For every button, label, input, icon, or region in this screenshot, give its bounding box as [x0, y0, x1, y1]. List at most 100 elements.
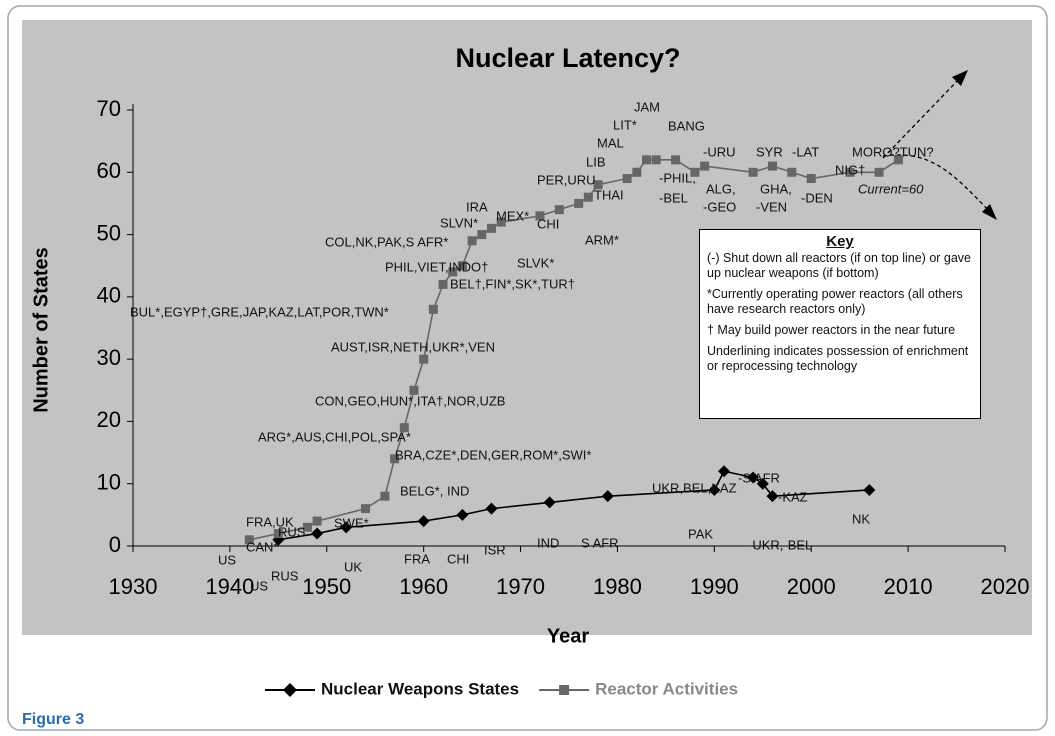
point — [496, 217, 506, 227]
annotation: FRA,UK — [246, 514, 294, 529]
annotation: THAI — [594, 187, 624, 202]
annotation: SYR — [756, 144, 783, 159]
point — [766, 490, 779, 503]
point — [700, 161, 710, 171]
annotation: AUST,ISR,NETH,UKR*,VEN — [331, 339, 495, 354]
point — [535, 211, 545, 221]
annotation: Current=60 — [858, 181, 924, 196]
annotation: -GEO — [703, 199, 736, 214]
point — [390, 454, 400, 464]
legend-marker — [283, 683, 297, 697]
point — [448, 267, 458, 277]
y-tick-label: 40 — [97, 283, 121, 308]
annotation: IND — [537, 535, 559, 550]
point — [311, 527, 324, 540]
annotation: NIG† — [835, 162, 865, 177]
y-tick-label: 30 — [97, 345, 121, 370]
annotation: CON,GEO,HUN*,ITA†,NOR,UZB — [315, 393, 505, 408]
annotation: PAK — [688, 526, 713, 541]
x-tick-label: 1970 — [496, 574, 545, 599]
key-item: *Currently operating power reactors (all… — [707, 287, 963, 316]
arrowhead — [982, 204, 997, 220]
point — [456, 508, 469, 521]
annotation: BELG*, IND — [400, 483, 469, 498]
point — [574, 198, 584, 208]
point — [671, 155, 681, 165]
x-tick-label: 2010 — [884, 574, 933, 599]
annotation: MAL — [597, 135, 624, 150]
point — [756, 477, 769, 490]
y-tick-label: 50 — [97, 220, 121, 245]
annotation: US — [250, 578, 268, 593]
y-tick-label: 20 — [97, 407, 121, 432]
annotation: CHI — [537, 216, 559, 231]
annotation: -DEN — [801, 190, 833, 205]
point — [477, 230, 487, 240]
point — [863, 483, 876, 496]
point — [419, 354, 429, 364]
annotation: -URU — [703, 144, 736, 159]
annotation: S AFR — [581, 535, 619, 550]
point — [273, 529, 283, 539]
annotation: COL,NK,PAK,S AFR* — [325, 234, 448, 249]
annotation: SLVN* — [440, 215, 478, 230]
annotation: PHIL,VIET,INDO† — [385, 259, 488, 274]
annotation: -BEL — [659, 190, 688, 205]
y-axis-label: Number of States — [30, 247, 52, 413]
annotation: PER,URU — [537, 172, 596, 187]
point — [583, 192, 593, 202]
point — [642, 155, 652, 165]
point — [380, 491, 390, 501]
annotation: CAN* — [246, 539, 279, 554]
x-tick-label: 1990 — [690, 574, 739, 599]
annotation: -PHIL, — [659, 170, 696, 185]
point — [543, 496, 556, 509]
annotation: IRA — [466, 199, 488, 214]
chart-title: Nuclear Latency? — [455, 43, 680, 73]
point — [747, 471, 760, 484]
annotation: LIB — [586, 154, 606, 169]
annotation: ALG, — [706, 181, 736, 196]
annotation: GHA, — [760, 181, 792, 196]
key-item: (-) Shut down all reactors (if on top li… — [707, 251, 972, 280]
annotation: -LAT — [792, 144, 819, 159]
point — [244, 535, 254, 545]
y-tick-label: 10 — [97, 470, 121, 495]
point — [554, 205, 564, 215]
annotation: BANG — [668, 118, 705, 133]
point — [486, 223, 496, 233]
point — [845, 167, 855, 177]
annotation: -KAZ — [778, 489, 808, 504]
legend-label: Reactor Activities — [595, 679, 738, 698]
point — [806, 174, 816, 184]
point — [622, 174, 632, 184]
annotation: ARG*,AUS,CHI,POL,SPA* — [258, 429, 411, 444]
point — [438, 279, 448, 289]
x-tick-label: 1930 — [109, 574, 158, 599]
x-tick-label: 1980 — [593, 574, 642, 599]
annotation: UKR,BEL,KAZ — [652, 480, 737, 495]
point — [748, 167, 758, 177]
key-title: Key — [826, 233, 854, 250]
point — [690, 167, 700, 177]
point — [787, 167, 797, 177]
point — [593, 180, 603, 190]
annotation: BUL*,EGYP†,GRE,JAP,KAZ,LAT,POR,TWN* — [130, 304, 389, 319]
annotation: RUS — [278, 524, 306, 539]
key-box: Key (-) Shut down all reactors (if on to… — [699, 229, 981, 419]
annotation: BRA,CZE*,DEN,GER,ROM*,SWI* — [395, 447, 591, 462]
point — [601, 490, 614, 503]
arrows — [882, 75, 993, 215]
y-tick-label: 0 — [109, 532, 121, 557]
annotation: LIT* — [613, 117, 637, 132]
annotation: CHI — [447, 551, 469, 566]
point — [632, 167, 642, 177]
annotation: -UKR,-BEL — [748, 537, 812, 552]
point — [312, 516, 322, 526]
annotation: SWE* — [334, 515, 369, 530]
x-tick-label: 1960 — [399, 574, 448, 599]
x-tick-label: 2020 — [981, 574, 1030, 599]
x-tick-label: 1940 — [205, 574, 254, 599]
annotation: ARM* — [585, 232, 619, 247]
point — [767, 161, 777, 171]
